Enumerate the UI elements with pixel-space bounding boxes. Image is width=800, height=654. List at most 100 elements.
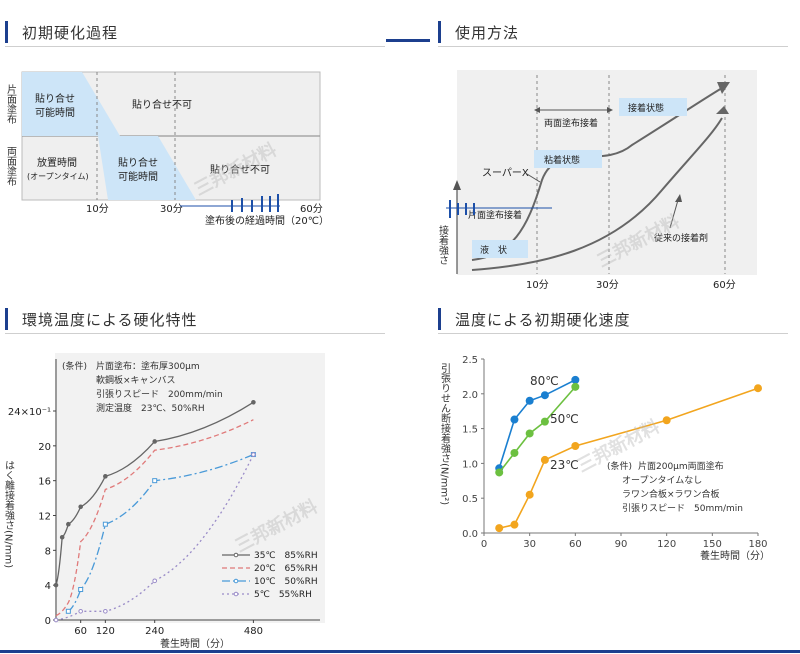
data-point bbox=[525, 396, 534, 405]
legend-label: 5℃ 55%RH bbox=[254, 590, 312, 600]
cell-r2-left-line2: (オープンタイム) bbox=[27, 172, 89, 181]
label-adhesion: 接着状態 bbox=[628, 102, 664, 114]
panel4-rule bbox=[438, 333, 788, 334]
panel3-header: 環境温度による硬化特性 bbox=[5, 305, 198, 333]
data-point bbox=[571, 442, 580, 450]
data-point bbox=[102, 521, 108, 527]
panel1-diagram: 片面塗布 両面塗布 貼り合せ 可能時間 貼り合せ不可 放置時間 (オープンタイム… bbox=[5, 71, 329, 227]
header-bar bbox=[5, 21, 8, 43]
data-point bbox=[754, 384, 762, 393]
cell-r1-blue-line1: 貼り合せ bbox=[35, 92, 75, 105]
label-single: 片面塗布接着 bbox=[468, 209, 522, 221]
data-point bbox=[78, 587, 84, 593]
data-point bbox=[571, 382, 580, 391]
panel3-rule bbox=[5, 333, 385, 334]
tick-30: 30分 bbox=[160, 203, 183, 215]
tick-marks-overlay bbox=[180, 194, 280, 212]
condition-label: (条件) bbox=[62, 360, 87, 372]
cell-r2-left: 放置時間 (オープンタイム) bbox=[27, 156, 89, 181]
tack-box bbox=[534, 150, 602, 168]
y-tick-label: 4 bbox=[45, 581, 51, 592]
data-point bbox=[251, 399, 256, 405]
condition-line-3: ラワン合板×ラワン合板 bbox=[622, 488, 720, 500]
y-tick-label: 24×10⁻¹ bbox=[8, 407, 51, 418]
legend-label: 10℃ 50%RH bbox=[254, 577, 318, 587]
x-tick-label: 180 bbox=[748, 539, 767, 550]
y-tick-label: 2.5 bbox=[462, 355, 478, 366]
x-tick-label: 30 bbox=[523, 539, 536, 550]
cell-r2-blue: 貼り合せ 可能時間 bbox=[118, 156, 161, 183]
y-axis-arrow bbox=[453, 180, 461, 190]
label-superx: スーパーX bbox=[482, 167, 529, 179]
label-liquid: 液 状 bbox=[480, 244, 507, 256]
row1-label: 片面塗布 bbox=[5, 83, 17, 125]
data-point bbox=[152, 478, 158, 484]
data-point bbox=[53, 617, 59, 623]
condition-line-2: オープンタイムなし bbox=[622, 475, 702, 486]
range-arrow-left bbox=[534, 107, 540, 113]
series-label-50: 50℃ bbox=[550, 412, 579, 426]
legend-marker bbox=[233, 552, 239, 558]
panel1-rule bbox=[5, 46, 385, 47]
data-point bbox=[525, 490, 534, 499]
x-tick-label: 150 bbox=[703, 539, 722, 550]
data-point bbox=[510, 520, 519, 529]
x-tick-label: 480 bbox=[244, 626, 263, 637]
tick-60: 60分 bbox=[713, 279, 736, 291]
data-point bbox=[251, 452, 256, 457]
series-label-80: 80℃ bbox=[530, 374, 559, 388]
footer-rule bbox=[0, 650, 800, 653]
panel1-header: 初期硬化過程 bbox=[5, 18, 118, 46]
panel4-title: 温度による初期硬化速度 bbox=[455, 310, 631, 329]
series-line-3 bbox=[67, 453, 254, 612]
row1-blue-region bbox=[22, 72, 120, 136]
x-axis-label: 塗布後の経過時間（20℃） bbox=[205, 214, 329, 227]
condition-line-4: 引張りスピード 50mm/min bbox=[622, 503, 743, 514]
cell-r1-blue: 貼り合せ 可能時間 bbox=[35, 92, 78, 119]
label-tack: 粘着状態 bbox=[544, 154, 580, 166]
data-point bbox=[66, 521, 71, 527]
tick-10: 10分 bbox=[526, 279, 549, 291]
data-point bbox=[152, 578, 157, 584]
x-axis-label: 養生時間（分） bbox=[160, 637, 230, 650]
header-bar bbox=[5, 308, 8, 330]
curve-superx-arrow bbox=[717, 82, 730, 94]
x-tick-label: 0 bbox=[481, 539, 487, 550]
panel4-header: 温度による初期硬化速度 bbox=[438, 305, 631, 333]
data-point bbox=[510, 448, 519, 457]
y-tick-label: 0.5 bbox=[462, 494, 478, 505]
condition-line-1: 片面塗布：塗布厚300μm bbox=[96, 360, 200, 372]
cell-r2-right: 貼り合せ不可 bbox=[210, 163, 270, 176]
y-tick-label: 0.0 bbox=[462, 529, 478, 540]
conventional-pointer-arrow bbox=[675, 194, 682, 202]
data-point bbox=[495, 524, 504, 533]
data-point bbox=[78, 608, 83, 614]
panel3-title: 環境温度による硬化特性 bbox=[22, 310, 198, 329]
cell-r2-blue-line2: 可能時間 bbox=[118, 170, 158, 183]
y-tick-label: 1.5 bbox=[462, 425, 478, 436]
x-tick-label: 120 bbox=[96, 626, 115, 637]
condition-line-2: 軟鋼板×キャンバス bbox=[96, 374, 176, 386]
series-line-2 bbox=[55, 419, 254, 617]
panel3-chart: (条件) 片面塗布：塗布厚300μm 軟鋼板×キャンバス 引張りスピード 200… bbox=[3, 353, 325, 650]
data-point bbox=[103, 608, 108, 614]
series-line-4 bbox=[55, 454, 254, 621]
y-tick-label: 1.0 bbox=[462, 459, 478, 470]
y-axis-label: はく離接着強さ(N/mm) bbox=[3, 460, 15, 568]
y-tick-label: 20 bbox=[38, 442, 51, 453]
condition-line-3: 引張りスピード 200mm/min bbox=[96, 389, 223, 400]
tick-marks-overlay bbox=[446, 200, 552, 218]
y-axis-label: 接着強さ bbox=[437, 224, 449, 265]
data-point bbox=[510, 415, 519, 424]
panel4-chart: 引張りせん断接着強さ(N/mm²) 養生時間（分） (条件) 片面200μm両面… bbox=[439, 355, 771, 562]
x-tick-label: 90 bbox=[615, 539, 628, 550]
x-tick-label: 60 bbox=[74, 626, 87, 637]
data-point bbox=[78, 504, 83, 510]
series-label-23: 23℃ bbox=[550, 458, 579, 472]
legend-label: 20℃ 65%RH bbox=[254, 564, 318, 574]
data-point bbox=[495, 468, 504, 477]
y-tick-label: 0 bbox=[45, 616, 51, 627]
panel2-title: 使用方法 bbox=[455, 23, 520, 42]
x-tick-label: 120 bbox=[657, 539, 676, 550]
header-bar bbox=[438, 21, 441, 43]
